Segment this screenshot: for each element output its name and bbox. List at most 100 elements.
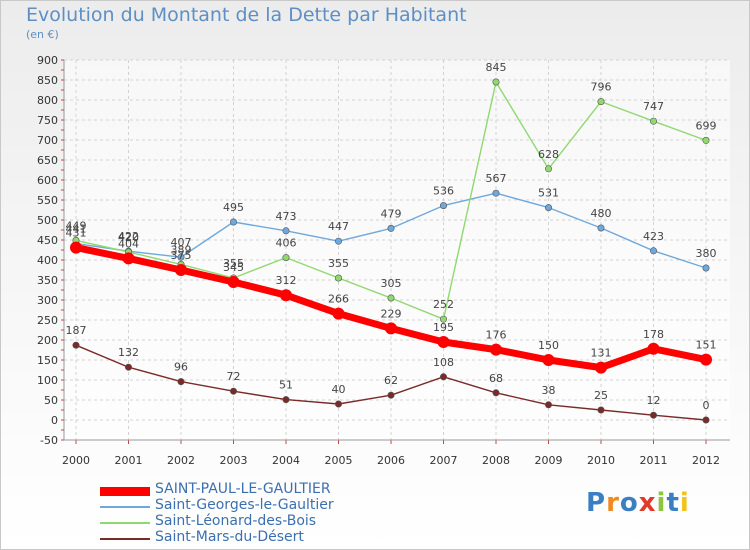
data-point [647, 342, 660, 355]
y-tick-label: 0 [51, 414, 58, 427]
y-tick-label: 350 [37, 274, 58, 287]
data-label: 567 [486, 172, 507, 185]
y-tick-label: 500 [37, 214, 58, 227]
legend-label: Saint-Léonard-des-Bois [155, 513, 317, 529]
data-label: 699 [696, 119, 717, 132]
data-label: 25 [594, 389, 608, 402]
data-point [177, 378, 185, 386]
y-tick-label: 900 [37, 54, 58, 67]
data-point [227, 276, 240, 288]
logo-letter: i [679, 488, 690, 518]
data-label: 178 [643, 328, 664, 341]
data-label: 40 [332, 383, 346, 396]
data-point [437, 336, 450, 348]
data-point [544, 204, 552, 212]
x-tick-label: 2002 [167, 454, 195, 467]
data-label: 355 [328, 257, 349, 270]
x-tick-label: 2012 [692, 454, 720, 467]
series-3: 187 132 96 72 51 40 62 108 68 38 25 12 0 [66, 324, 710, 424]
data-point [544, 165, 552, 173]
proxiti-logo: Proxiti [586, 488, 690, 518]
data-label: 0 [703, 399, 710, 412]
data-point [387, 391, 395, 399]
data-label: 96 [174, 361, 188, 374]
legend-swatch [100, 538, 150, 540]
data-label: 150 [538, 339, 559, 352]
logo-letter: r [606, 488, 620, 518]
x-tick-label: 2000 [62, 454, 90, 467]
data-label: 747 [643, 100, 664, 113]
logo-letter: x [638, 488, 657, 518]
data-label: 473 [276, 210, 297, 223]
data-point [439, 315, 447, 323]
logo-letter: P [586, 488, 607, 518]
data-point [649, 411, 657, 419]
legend-label: Saint-Georges-le-Gaultier [155, 497, 334, 513]
data-label: 796 [591, 81, 612, 94]
data-point [490, 343, 502, 356]
data-label: 305 [381, 277, 402, 290]
data-point [334, 400, 342, 408]
x-tick-label: 2004 [272, 454, 300, 467]
data-point [282, 227, 290, 235]
data-point [702, 136, 710, 144]
logo-letter: i [656, 488, 667, 518]
data-point [492, 189, 500, 197]
y-tick-label: 400 [37, 254, 58, 267]
data-point [597, 406, 605, 414]
data-label: 195 [433, 321, 454, 334]
data-point [649, 247, 657, 255]
data-point [334, 274, 342, 282]
data-label: 72 [227, 370, 241, 383]
data-label: 479 [381, 207, 402, 220]
data-label: 389 [171, 243, 192, 256]
y-tick-label: 700 [37, 134, 58, 147]
data-point [280, 289, 292, 302]
data-point [492, 389, 500, 397]
data-label: 420 [118, 231, 139, 244]
data-point [702, 416, 710, 424]
data-label: 132 [118, 346, 139, 359]
data-label: 480 [591, 207, 612, 220]
data-point [72, 341, 80, 349]
data-point [439, 373, 447, 381]
data-point [175, 264, 187, 276]
data-label: 51 [279, 379, 293, 392]
data-label: 62 [384, 374, 398, 387]
x-tick-label: 2011 [640, 454, 668, 467]
legend-swatch [100, 522, 150, 524]
legend-label: Saint-Mars-du-Désert [155, 529, 304, 545]
data-label: 531 [538, 187, 559, 200]
data-label: 441 [66, 223, 87, 236]
data-label: 12 [647, 394, 661, 407]
data-point [700, 353, 712, 366]
data-point [70, 241, 82, 254]
y-tick-label: 600 [37, 174, 58, 187]
series-0: 431 404 375 345 312 266 229 195 176 150 131 178 151 [66, 227, 717, 374]
data-label: 628 [538, 148, 559, 161]
data-label: 404 [118, 237, 139, 250]
data-point [597, 98, 605, 106]
series-1: 441 422 407 495 473 447 479 536 567 531 480 423 380 [66, 172, 717, 272]
data-label: 252 [433, 298, 454, 311]
y-tick-label: 300 [37, 294, 58, 307]
x-tick-label: 2005 [325, 454, 353, 467]
data-label: 38 [542, 384, 556, 397]
x-tick-label: 2009 [535, 454, 563, 467]
data-label: 176 [486, 329, 507, 342]
y-tick-label: 200 [37, 334, 58, 347]
data-label: 422 [118, 230, 139, 243]
chart-subtitle: (en €) [26, 28, 59, 41]
x-tick-label: 2010 [587, 454, 615, 467]
data-label: 312 [276, 274, 297, 287]
data-label: 229 [381, 307, 402, 320]
data-label: 407 [171, 236, 192, 249]
data-label: 375 [171, 249, 192, 262]
data-point [385, 322, 397, 335]
y-tick-label: 100 [37, 374, 58, 387]
data-point [492, 78, 500, 86]
x-tick-label: 2001 [115, 454, 143, 467]
data-label: 345 [223, 261, 244, 274]
legend-label: SAINT-PAUL-LE-GAULTIER [155, 481, 331, 497]
